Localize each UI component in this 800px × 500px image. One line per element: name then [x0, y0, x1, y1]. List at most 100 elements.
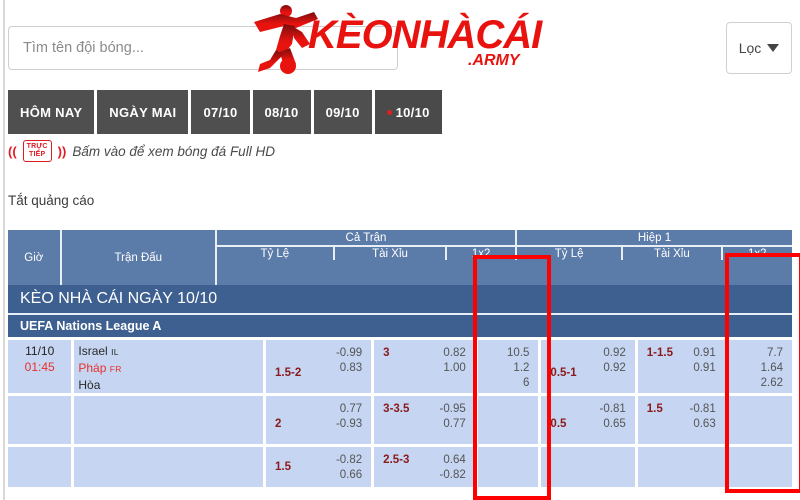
match-time-cell [8, 396, 75, 444]
cell-catran-tyle[interactable]: 1.5-2 -0.99 0.83 [266, 340, 375, 393]
cell-hiep1-tyle[interactable]: 0.5 -0.81 0.65 [541, 396, 638, 444]
page-left-edge [3, 0, 5, 500]
handicap-value: 3-3.5 [383, 403, 410, 415]
cell-hiep1-taixiu[interactable]: 1.5 -0.81 0.63 [638, 396, 728, 444]
live-banner-text: Bấm vào để xem bóng đá Full HD [72, 143, 275, 159]
cell-hiep1-1x2[interactable] [728, 447, 792, 487]
header-hiep-1: Hiệp 1 [637, 231, 672, 244]
odd-value-1: -0.99 [335, 347, 363, 359]
cell-catran-taixiu[interactable]: 3 0.82 1.00 [374, 340, 478, 393]
odd-value-1: -0.81 [599, 403, 626, 415]
cell-hiep1-tyle[interactable]: 0.5-1 0.92 0.92 [541, 340, 638, 393]
cell-catran-taixiu[interactable]: 3-3.5 -0.95 0.77 [374, 396, 478, 444]
cell-catran-1x2[interactable]: 10.5 1.2 6 [478, 340, 542, 393]
live-badge-line1: TRỰC [26, 143, 48, 150]
away-team: Pháp [78, 361, 107, 375]
odd-value-2: 1.00 [443, 362, 466, 374]
table-header-top: Giờ Trận Đấu Cả Trận Tỷ Lệ Tài Xỉu 1x2 H… [8, 230, 792, 285]
date-tab-label: 10/10 [395, 104, 430, 120]
date-tab-label: 09/10 [325, 104, 360, 120]
date-tab-3[interactable]: 08/10 [252, 90, 311, 134]
odd-x: 1.64 [760, 362, 784, 374]
odd-value-1: 0.64 [443, 454, 466, 466]
odd-value-2: 0.63 [693, 418, 716, 430]
live-badge-line2: TIẾP [28, 151, 46, 158]
search-input[interactable] [9, 27, 397, 69]
site-logo[interactable]: KÈONHÀCÁI .ARMY [240, 2, 560, 80]
cell-catran-tyle[interactable]: 2 0.77 -0.93 [266, 396, 375, 444]
match-teams-cell[interactable]: Israel IL Pháp FR Hòa [74, 340, 267, 393]
handicap-value: 1.5-2 [275, 367, 302, 379]
home-team: Israel [78, 344, 108, 358]
cell-hiep1-tyle[interactable] [541, 447, 638, 487]
odd-value-1: 0.77 [339, 403, 363, 415]
date-tab-0[interactable]: HÔM NAY [8, 90, 95, 134]
chevron-down-icon [767, 44, 780, 52]
filter-button[interactable]: Lọc [726, 22, 792, 74]
header-tran-dau: Trận Đấu [62, 230, 217, 285]
odd-value-2: 0.65 [603, 418, 626, 430]
odd-value-1: -0.82 [335, 454, 363, 466]
table-row[interactable]: 1.5 -0.82 0.66 2.5-3 0.64 -0.82 [8, 444, 792, 487]
date-tabs: HÔM NAY NGÀY MAI 07/10 08/10 09/10 10/10 [8, 90, 442, 134]
page-left-margin [0, 0, 3, 500]
handicap-value: 1.5 [275, 461, 292, 473]
signal-wave-right-icon: )) [57, 143, 67, 159]
filter-button-label: Lọc [738, 40, 762, 56]
header-ca-tran: Cả Trận [345, 231, 387, 244]
match-time-cell: 11/10 01:45 [8, 340, 75, 393]
cell-hiep1-taixiu[interactable]: 1-1.5 0.91 0.91 [638, 340, 728, 393]
table-row[interactable]: 2 0.77 -0.93 3-3.5 -0.95 0.77 0.5 -0.81 … [8, 393, 792, 444]
draw-label: Hòa [78, 378, 101, 392]
date-tab-5-active[interactable]: 10/10 [374, 90, 442, 134]
header-hiep1-taixiu: Tài Xỉu [623, 247, 723, 260]
odd-1: 7.7 [767, 347, 784, 359]
odd-value-2: 0.83 [339, 362, 363, 374]
date-tab-label: 08/10 [264, 104, 299, 120]
match-time-cell [8, 447, 75, 487]
date-tab-2[interactable]: 07/10 [191, 90, 250, 134]
odd-value-1: 0.91 [693, 347, 716, 359]
search-box[interactable] [8, 26, 398, 70]
cell-catran-taixiu[interactable]: 2.5-3 0.64 -0.82 [374, 447, 478, 487]
logo-suffix: .ARMY [468, 52, 521, 69]
live-stream-banner[interactable]: (( TRỰC TIẾP )) Bấm vào để xem bóng đá F… [8, 140, 275, 162]
header-gio: Giờ [8, 230, 62, 285]
active-dot-icon [386, 109, 392, 115]
date-tab-label: NGÀY MAI [109, 104, 177, 120]
cell-hiep1-1x2[interactable]: 7.7 1.64 2.62 [728, 340, 792, 393]
header-catran-tyle: Tỷ Lệ [217, 247, 335, 260]
odd-1: 10.5 [507, 347, 530, 359]
cell-catran-tyle[interactable]: 1.5 -0.82 0.66 [266, 447, 375, 487]
odd-value-2: -0.82 [439, 469, 466, 481]
odd-value-1: -0.81 [689, 403, 716, 415]
odd-x: 1.2 [513, 362, 530, 374]
date-tab-1[interactable]: NGÀY MAI [97, 90, 189, 134]
handicap-value: 0.5-1 [550, 367, 577, 379]
turn-off-ads-link[interactable]: Tắt quảng cáo [8, 193, 95, 208]
odd-value-1: -0.95 [439, 403, 466, 415]
handicap-value: 1-1.5 [646, 347, 673, 359]
odd-value-1: 0.92 [603, 347, 626, 359]
home-country-code: IL [111, 347, 119, 357]
cell-catran-1x2[interactable] [478, 447, 542, 487]
cell-catran-1x2[interactable] [478, 396, 542, 444]
table-title-row: KÈO NHÀ CÁI NGÀY 10/10 [8, 285, 792, 315]
odd-value-2: -0.93 [335, 418, 363, 430]
date-tab-4[interactable]: 09/10 [313, 90, 372, 134]
away-country-code: FR [109, 364, 122, 374]
top-bar: Lọc [8, 20, 792, 80]
cell-hiep1-taixiu[interactable] [638, 447, 728, 487]
header-hiep1-1x2: 1x2 [747, 247, 767, 260]
odds-table: Giờ Trận Đấu Cả Trận Tỷ Lệ Tài Xỉu 1x2 H… [8, 230, 792, 487]
odd-2: 6 [523, 377, 530, 389]
table-row[interactable]: 11/10 01:45 Israel IL Pháp FR Hòa 1.5-2 … [8, 337, 792, 393]
live-badge-icon: TRỰC TIẾP [22, 140, 52, 162]
cell-hiep1-1x2[interactable] [728, 396, 792, 444]
date-tab-label: HÔM NAY [20, 104, 83, 120]
header-hiep1-tyle: Tỷ Lệ [517, 247, 624, 260]
league-row: UEFA Nations League A [8, 315, 792, 337]
date-tab-label: 07/10 [203, 104, 238, 120]
logo-text: KÈONHÀCÁI [308, 12, 543, 57]
match-teams-cell [74, 447, 267, 487]
